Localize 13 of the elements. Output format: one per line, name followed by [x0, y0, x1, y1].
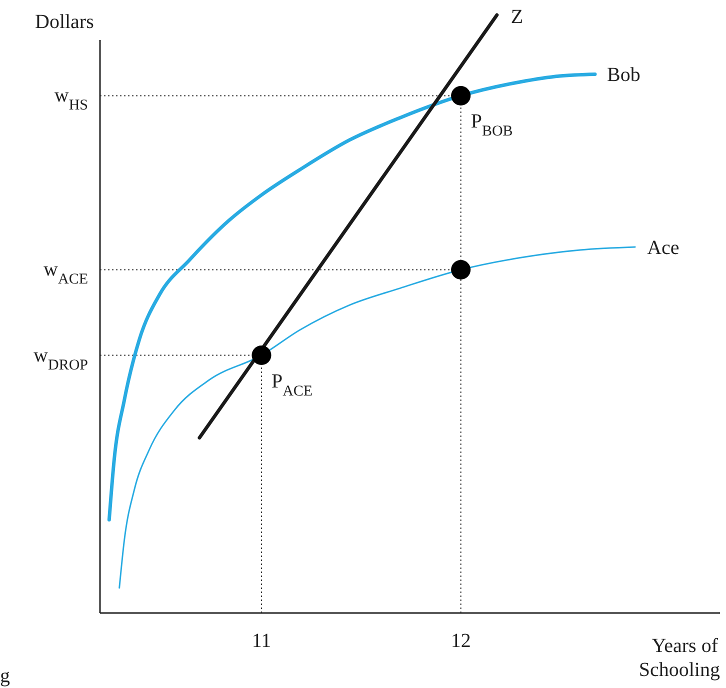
x-tick-label: 12: [450, 630, 471, 652]
y-axis-title: Dollars: [35, 11, 94, 33]
series-label: Bob: [607, 64, 640, 86]
x-tick-label: 11: [252, 630, 272, 652]
series-label: Ace: [647, 237, 680, 260]
ref-line-label: w$_{HS}$: [54, 84, 88, 114]
x-axis-title: Years of Schooling: [638, 635, 720, 681]
ref-line-label: w$_{ACE}$: [44, 258, 88, 288]
annotation: P$_{BOB}$: [470, 110, 513, 140]
series-label: Z: [510, 6, 524, 28]
ref-line-label: w$_{DROP}$: [34, 344, 88, 374]
annotation: P$_{ACE}$: [271, 370, 313, 400]
text: g: [0, 665, 10, 687]
